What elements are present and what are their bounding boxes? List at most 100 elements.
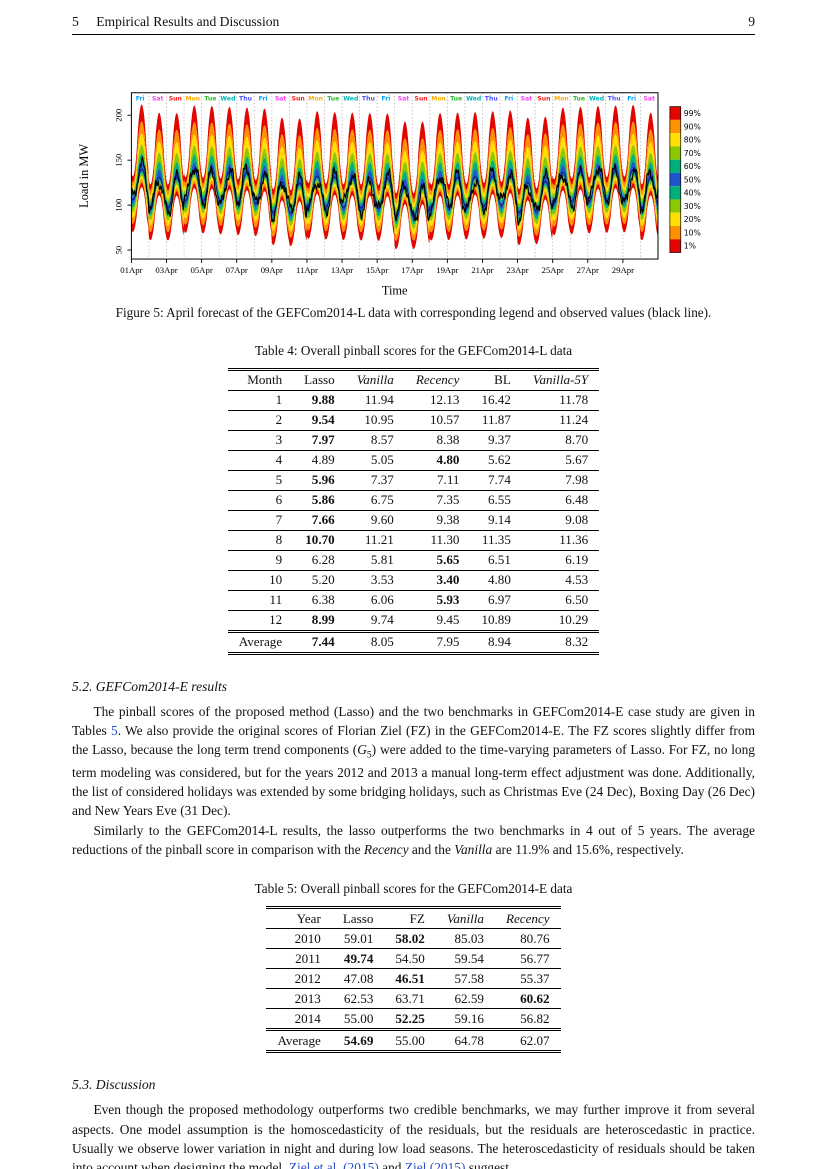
text-segment: and the xyxy=(408,841,455,857)
svg-text:Tue: Tue xyxy=(573,96,585,103)
table-cell: 6.51 xyxy=(487,552,511,568)
svg-text:01Apr: 01Apr xyxy=(120,265,142,275)
table-cell: 59.01 xyxy=(343,930,374,946)
svg-text:Mon: Mon xyxy=(431,96,446,103)
svg-text:23Apr: 23Apr xyxy=(506,265,528,275)
table-cell: 6.97 xyxy=(487,592,511,608)
svg-text:27Apr: 27Apr xyxy=(577,265,599,275)
svg-text:1%: 1% xyxy=(684,242,696,251)
table-cell: 12.13 xyxy=(429,392,460,408)
column-header: Recency xyxy=(415,372,460,388)
column-header: Vanilla xyxy=(446,910,484,926)
svg-text:Wed: Wed xyxy=(589,96,604,103)
table-cell: 60.62 xyxy=(520,990,550,1006)
table-row: 2012 47.08 46.51 57.58 55.37 xyxy=(266,969,561,989)
svg-text:50: 50 xyxy=(114,245,124,254)
table-cell: 11 xyxy=(269,592,283,608)
table-average-row: Average 7.44 8.05 7.95 8.94 8.32 xyxy=(227,631,600,654)
svg-text:Thu: Thu xyxy=(485,96,498,103)
svg-text:17Apr: 17Apr xyxy=(401,265,423,275)
svg-text:15Apr: 15Apr xyxy=(366,265,388,275)
column-header: Month xyxy=(247,372,283,388)
text-segment: and xyxy=(378,1160,405,1169)
table-row: 1 9.88 11.94 12.13 16.42 11.78 xyxy=(227,390,600,411)
table-cell: 4.80 xyxy=(487,572,511,588)
svg-text:Sat: Sat xyxy=(643,96,655,103)
svg-text:40%: 40% xyxy=(684,189,701,198)
table-cell: 7.44 xyxy=(311,634,335,650)
svg-text:25Apr: 25Apr xyxy=(542,265,564,275)
table-cell: 12 xyxy=(269,612,283,628)
table-cell: 7.95 xyxy=(436,634,460,650)
svg-text:05Apr: 05Apr xyxy=(190,265,212,275)
table-cell: 6.50 xyxy=(565,592,589,608)
svg-text:Wed: Wed xyxy=(343,96,358,103)
table-cell: 7.35 xyxy=(436,492,460,508)
table-cell: 7.97 xyxy=(311,432,335,448)
svg-text:50%: 50% xyxy=(684,175,701,184)
svg-text:03Apr: 03Apr xyxy=(155,265,177,275)
svg-text:Sun: Sun xyxy=(292,96,305,103)
table-cell: 55.37 xyxy=(520,970,550,986)
table-row: 2013 62.53 63.71 62.59 60.62 xyxy=(266,989,561,1009)
svg-text:99%: 99% xyxy=(684,109,701,118)
table-4-caption: Table 4: Overall pinball scores for the … xyxy=(254,342,573,358)
citation-link[interactable]: Ziel (2015) xyxy=(404,1160,466,1169)
citation-link[interactable]: Ziel et al. (2015) xyxy=(288,1160,379,1169)
svg-text:30%: 30% xyxy=(684,202,701,211)
svg-text:200: 200 xyxy=(114,108,124,122)
table-cell: 6.48 xyxy=(565,492,589,508)
svg-text:09Apr: 09Apr xyxy=(261,265,283,275)
text-segment: suggest xyxy=(465,1160,509,1169)
table-cell: 62.53 xyxy=(343,990,374,1006)
table-average-row: Average 54.69 55.00 64.78 62.07 xyxy=(266,1029,561,1052)
table-cell: 11.94 xyxy=(364,392,394,408)
column-header: Recency xyxy=(505,910,550,926)
table-row: 2 9.54 10.95 10.57 11.87 11.24 xyxy=(227,410,600,431)
table-cell: 63.71 xyxy=(395,990,425,1006)
citation-link[interactable]: 5 xyxy=(111,722,118,738)
column-header: BL xyxy=(494,372,511,388)
table-cell: 9.37 xyxy=(487,432,511,448)
table-row: 12 8.99 9.74 9.45 10.89 10.29 xyxy=(228,610,599,631)
svg-text:60%: 60% xyxy=(684,162,701,171)
table-cell: 5.65 xyxy=(436,552,460,568)
table-cell: 62.59 xyxy=(454,990,484,1006)
table-cell: 11.21 xyxy=(364,532,394,548)
svg-text:Fri: Fri xyxy=(136,96,145,103)
svg-text:Sun: Sun xyxy=(414,96,427,103)
table-cell: 85.03 xyxy=(454,930,484,946)
table-cell: 7.66 xyxy=(311,512,335,528)
svg-text:Fri: Fri xyxy=(627,96,636,103)
table-row: 3 7.97 8.57 8.38 9.37 8.70 xyxy=(227,430,600,451)
column-header: Lasso xyxy=(304,372,335,388)
table-cell: 6.55 xyxy=(487,492,511,508)
table-5-pinball-scores: Year Lasso FZ Vanilla Recency 2010 59.01 58.02 8… xyxy=(266,906,561,1053)
table-cell: 10.70 xyxy=(305,532,335,548)
table-row: 2011 49.74 54.50 59.54 56.77 xyxy=(266,949,561,969)
text-segment: The pinball scores of the proposed metho… xyxy=(72,703,755,738)
section-5-2-heading: 5.2. GEFCom2014-E results xyxy=(72,678,228,694)
table-cell: 6 xyxy=(275,492,283,508)
table-cell: 5.67 xyxy=(565,452,589,468)
table-cell: 8.99 xyxy=(311,612,335,628)
svg-text:Tue: Tue xyxy=(204,96,216,103)
table-cell: 9.08 xyxy=(565,512,589,528)
svg-text:Sun: Sun xyxy=(169,96,182,103)
svg-text:Sat: Sat xyxy=(152,96,164,103)
table-5-caption: Table 5: Overall pinball scores for the … xyxy=(254,881,573,897)
table-cell: 5.93 xyxy=(436,592,460,608)
svg-text:Sat: Sat xyxy=(275,96,287,103)
svg-text:Mon: Mon xyxy=(554,96,569,103)
table-cell: 6.06 xyxy=(370,592,394,608)
table-header-row: Month Lasso Vanilla Recency BL Vanilla-5Y xyxy=(227,369,600,391)
svg-text:21Apr: 21Apr xyxy=(471,265,493,275)
table-cell: 8.38 xyxy=(436,432,460,448)
section-number: 5 xyxy=(72,14,79,29)
table-row: 8 10.70 11.21 11.30 11.35 11.36 xyxy=(227,530,600,551)
table-cell: 59.54 xyxy=(454,950,484,966)
svg-text:Thu: Thu xyxy=(608,96,621,103)
table-cell: 46.51 xyxy=(395,970,425,986)
text-segment: 5 xyxy=(366,749,372,761)
